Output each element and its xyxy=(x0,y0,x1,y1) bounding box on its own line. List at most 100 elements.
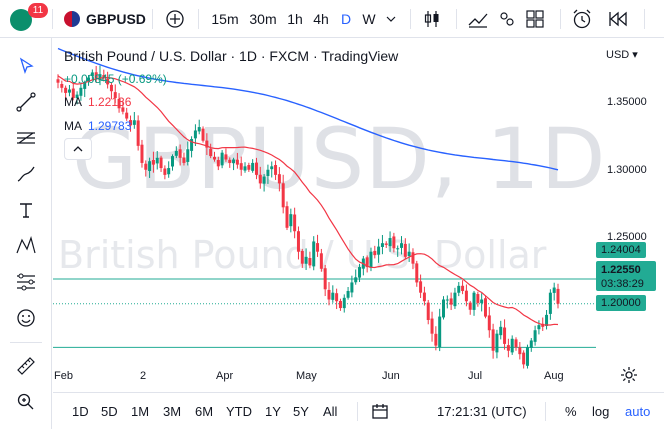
interval-4h[interactable]: 4h xyxy=(313,11,329,27)
chart-type-button[interactable] xyxy=(420,0,444,38)
currency-label: USD xyxy=(606,49,630,61)
candle xyxy=(506,338,510,358)
emoji-tool[interactable] xyxy=(12,304,40,332)
interval-dropdown[interactable] xyxy=(384,0,398,38)
indicators-button[interactable] xyxy=(466,0,490,38)
candle xyxy=(350,275,354,298)
last-price: 1.22550 xyxy=(601,264,641,276)
currency-selector[interactable]: USD ▾ xyxy=(606,49,638,61)
candle xyxy=(312,236,316,271)
candle xyxy=(75,91,79,105)
clock-timezone[interactable]: 17:21:31 (UTC) xyxy=(437,404,527,419)
interval-30m[interactable]: 30m xyxy=(249,11,277,27)
candle xyxy=(296,226,300,260)
candle xyxy=(495,329,499,359)
candle xyxy=(346,287,350,300)
candle xyxy=(487,306,491,338)
user-avatar[interactable] xyxy=(10,9,32,31)
bottom-toolbar: 1D 5D 1M 3M 6M YTD 1Y 5Y All 17:21:31 (U… xyxy=(53,392,664,429)
candle xyxy=(327,282,331,306)
fib-tool[interactable] xyxy=(12,124,40,152)
ma-legend-short[interactable]: MA 1.22136 xyxy=(64,95,131,109)
x-tick-label: Apr xyxy=(216,370,234,382)
candle xyxy=(277,167,281,192)
x-tick-label: Feb xyxy=(54,370,73,382)
range-1y[interactable]: 1Y xyxy=(265,404,281,419)
fib-icon xyxy=(17,132,35,144)
emoji-icon xyxy=(17,309,35,327)
candle xyxy=(121,101,125,115)
compare-plus-button[interactable] xyxy=(162,0,188,38)
candle xyxy=(415,260,419,287)
candle xyxy=(171,154,175,171)
divider xyxy=(545,402,546,421)
candle xyxy=(132,112,136,129)
trendline-tool[interactable] xyxy=(12,88,40,116)
divider xyxy=(152,9,153,29)
range-3m[interactable]: 3M xyxy=(163,404,182,419)
interval-15m[interactable]: 15m xyxy=(211,11,239,27)
cursor-tool[interactable] xyxy=(12,52,40,80)
price-change: +0.00845 (+0.69%) xyxy=(64,72,167,86)
interval-w[interactable]: W xyxy=(362,11,376,27)
candle xyxy=(426,299,430,325)
candle xyxy=(483,295,487,319)
log-toggle[interactable]: log xyxy=(592,404,610,419)
price-chart[interactable] xyxy=(0,0,664,392)
candle xyxy=(274,160,278,180)
range-ytd[interactable]: YTD xyxy=(226,404,252,419)
candle xyxy=(281,174,285,214)
candle xyxy=(293,207,297,239)
range-all[interactable]: All xyxy=(323,404,338,419)
ma-long-line xyxy=(57,47,559,171)
candle xyxy=(438,308,442,352)
replay-button[interactable] xyxy=(606,0,630,38)
candle xyxy=(300,248,304,268)
divider xyxy=(198,9,199,29)
symbol-search-button[interactable]: GBPUSD xyxy=(86,11,146,27)
y-tick-label: 1.35000 xyxy=(607,96,647,108)
candle xyxy=(545,309,549,330)
brush-tool[interactable] xyxy=(12,160,40,188)
auto-toggle[interactable]: auto xyxy=(625,404,651,419)
candle xyxy=(316,234,320,257)
candle xyxy=(87,75,91,86)
candle xyxy=(235,152,239,169)
ma-short-line xyxy=(57,75,559,326)
range-1d[interactable]: 1D xyxy=(72,404,89,419)
interval-1h[interactable]: 1h xyxy=(287,11,303,27)
text-tool[interactable] xyxy=(12,196,40,224)
percent-toggle[interactable]: % xyxy=(565,404,577,419)
goto-date-button[interactable] xyxy=(371,402,389,425)
candle xyxy=(392,232,396,253)
candle xyxy=(228,157,232,168)
candle xyxy=(308,251,312,269)
pattern-tool[interactable] xyxy=(12,232,40,260)
ma-value: 1.22136 xyxy=(88,95,132,109)
range-5y[interactable]: 5Y xyxy=(293,404,309,419)
alert-button[interactable] xyxy=(570,0,594,38)
candle xyxy=(533,325,537,346)
compare-button[interactable] xyxy=(496,0,518,38)
legend-collapse-button[interactable] xyxy=(64,138,92,160)
candle xyxy=(155,150,159,170)
range-5d[interactable]: 5D xyxy=(101,404,118,419)
currency-flag-icon xyxy=(64,11,80,27)
candle xyxy=(129,115,133,132)
candle xyxy=(453,287,457,309)
chevron-up-icon xyxy=(73,146,83,152)
ma-legend-long[interactable]: MA 1.29783 xyxy=(64,119,131,133)
divider xyxy=(560,9,561,29)
chart-settings-button[interactable] xyxy=(620,366,638,389)
price-tag-resistance: 1.24004 xyxy=(596,242,646,258)
ruler-tool[interactable] xyxy=(12,352,40,380)
projection-tool[interactable] xyxy=(12,268,40,296)
text-icon xyxy=(20,203,32,218)
interval-d[interactable]: D xyxy=(340,11,352,27)
templates-button[interactable] xyxy=(524,0,546,38)
range-1m[interactable]: 1M xyxy=(131,404,150,419)
range-6m[interactable]: 6M xyxy=(195,404,214,419)
candle xyxy=(537,320,541,335)
divider xyxy=(456,9,457,29)
zoom-tool[interactable] xyxy=(12,388,40,416)
